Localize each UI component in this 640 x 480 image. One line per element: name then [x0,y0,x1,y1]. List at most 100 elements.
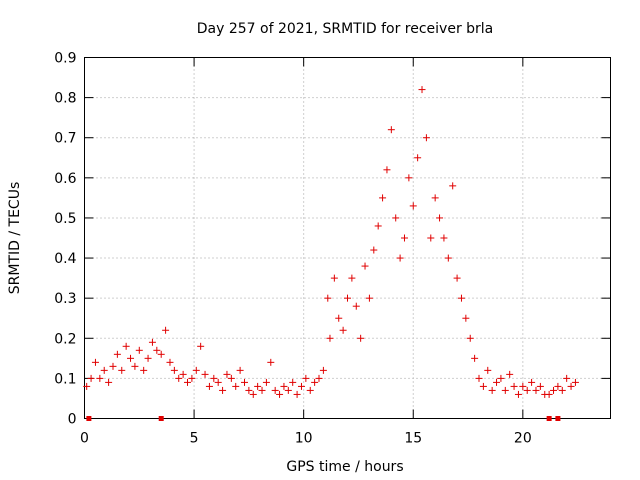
data-point [379,194,387,202]
data-point [571,378,579,386]
data-point [315,374,323,382]
data-point [479,382,487,390]
data-point [449,182,457,190]
data-point [466,334,474,342]
y-tick-label: 0 [68,412,77,428]
data-point [436,214,444,222]
data-point [184,378,192,386]
data-point [258,386,266,394]
data-point [514,390,522,398]
data-point [488,386,496,394]
data-point [365,294,373,302]
data-point [105,378,113,386]
data-point [405,174,413,182]
x-tick-label: 20 [514,431,532,447]
y-tick-label: 0.5 [54,211,76,227]
data-point [245,386,253,394]
data-point [306,386,314,394]
data-point [545,390,553,398]
data-point [457,294,465,302]
data-point [140,366,148,374]
y-tick-label: 0.9 [54,51,76,67]
data-point [335,314,343,322]
data-point [528,378,536,386]
data-point [319,366,327,374]
data-point [523,386,531,394]
data-point [148,338,156,346]
data-point [219,386,227,394]
data-point [324,294,332,302]
data-point [506,370,514,378]
data-point [554,382,562,390]
y-axis-label: SRMTID / TECUs [7,182,23,295]
zero-point [158,416,164,421]
data-point [135,346,143,354]
data-point [532,386,540,394]
plot-frame [84,57,611,419]
data-point [374,222,382,230]
data-point [567,382,575,390]
data-point [453,274,461,282]
data-point [118,366,126,374]
data-point [131,362,139,370]
y-tick-label: 0.4 [54,251,76,267]
data-point [427,234,435,242]
chart-title: Day 257 of 2021, SRMTID for receiver brl… [197,21,494,37]
data-point [293,390,301,398]
grid [84,57,611,419]
data-point [271,386,279,394]
data-point [83,382,91,390]
data-point [510,382,518,390]
data-point [396,254,404,262]
data-point [127,354,135,362]
zero-point [555,416,561,421]
data-point [352,302,360,310]
data-points [83,86,579,421]
data-point [563,374,571,382]
y-tick-label: 0.1 [54,371,76,387]
data-point [344,294,351,302]
data-point [87,374,95,382]
data-point [550,386,558,394]
data-point [91,358,99,366]
data-point [558,386,566,394]
zero-point [86,416,92,421]
data-point [254,382,262,390]
x-tick-label: 15 [404,431,422,447]
y-tick-label: 0.2 [54,331,76,347]
data-point [484,366,492,374]
data-point [475,374,483,382]
data-point [414,154,422,162]
data-point [297,382,305,390]
y-tick-label: 0.7 [54,131,76,147]
data-point [153,346,161,354]
data-point [223,370,231,378]
zero-point [546,416,552,421]
data-point [175,374,183,382]
data-point [280,382,288,390]
data-point [357,334,365,342]
data-point [240,378,248,386]
data-point [361,262,369,270]
data-point [431,194,439,202]
data-point [170,366,178,374]
data-point [113,350,121,358]
data-point [232,382,240,390]
data-point [210,374,218,382]
data-point [162,326,170,334]
data-point [330,274,338,282]
data-point [400,234,408,242]
data-point [284,386,292,394]
data-point [418,86,426,94]
data-point [166,358,174,366]
data-point [462,314,470,322]
data-point [276,390,284,398]
data-point [348,274,356,282]
data-point [122,342,130,350]
data-point [205,382,213,390]
data-point [493,378,501,386]
axis-tick-labels: 0 0.1 0.2 0.3 0.4 0.5 0.6 0.7 0.8 0.9 0 5 10 15 20 [54,51,532,447]
data-point [249,390,257,398]
data-point [289,378,297,386]
